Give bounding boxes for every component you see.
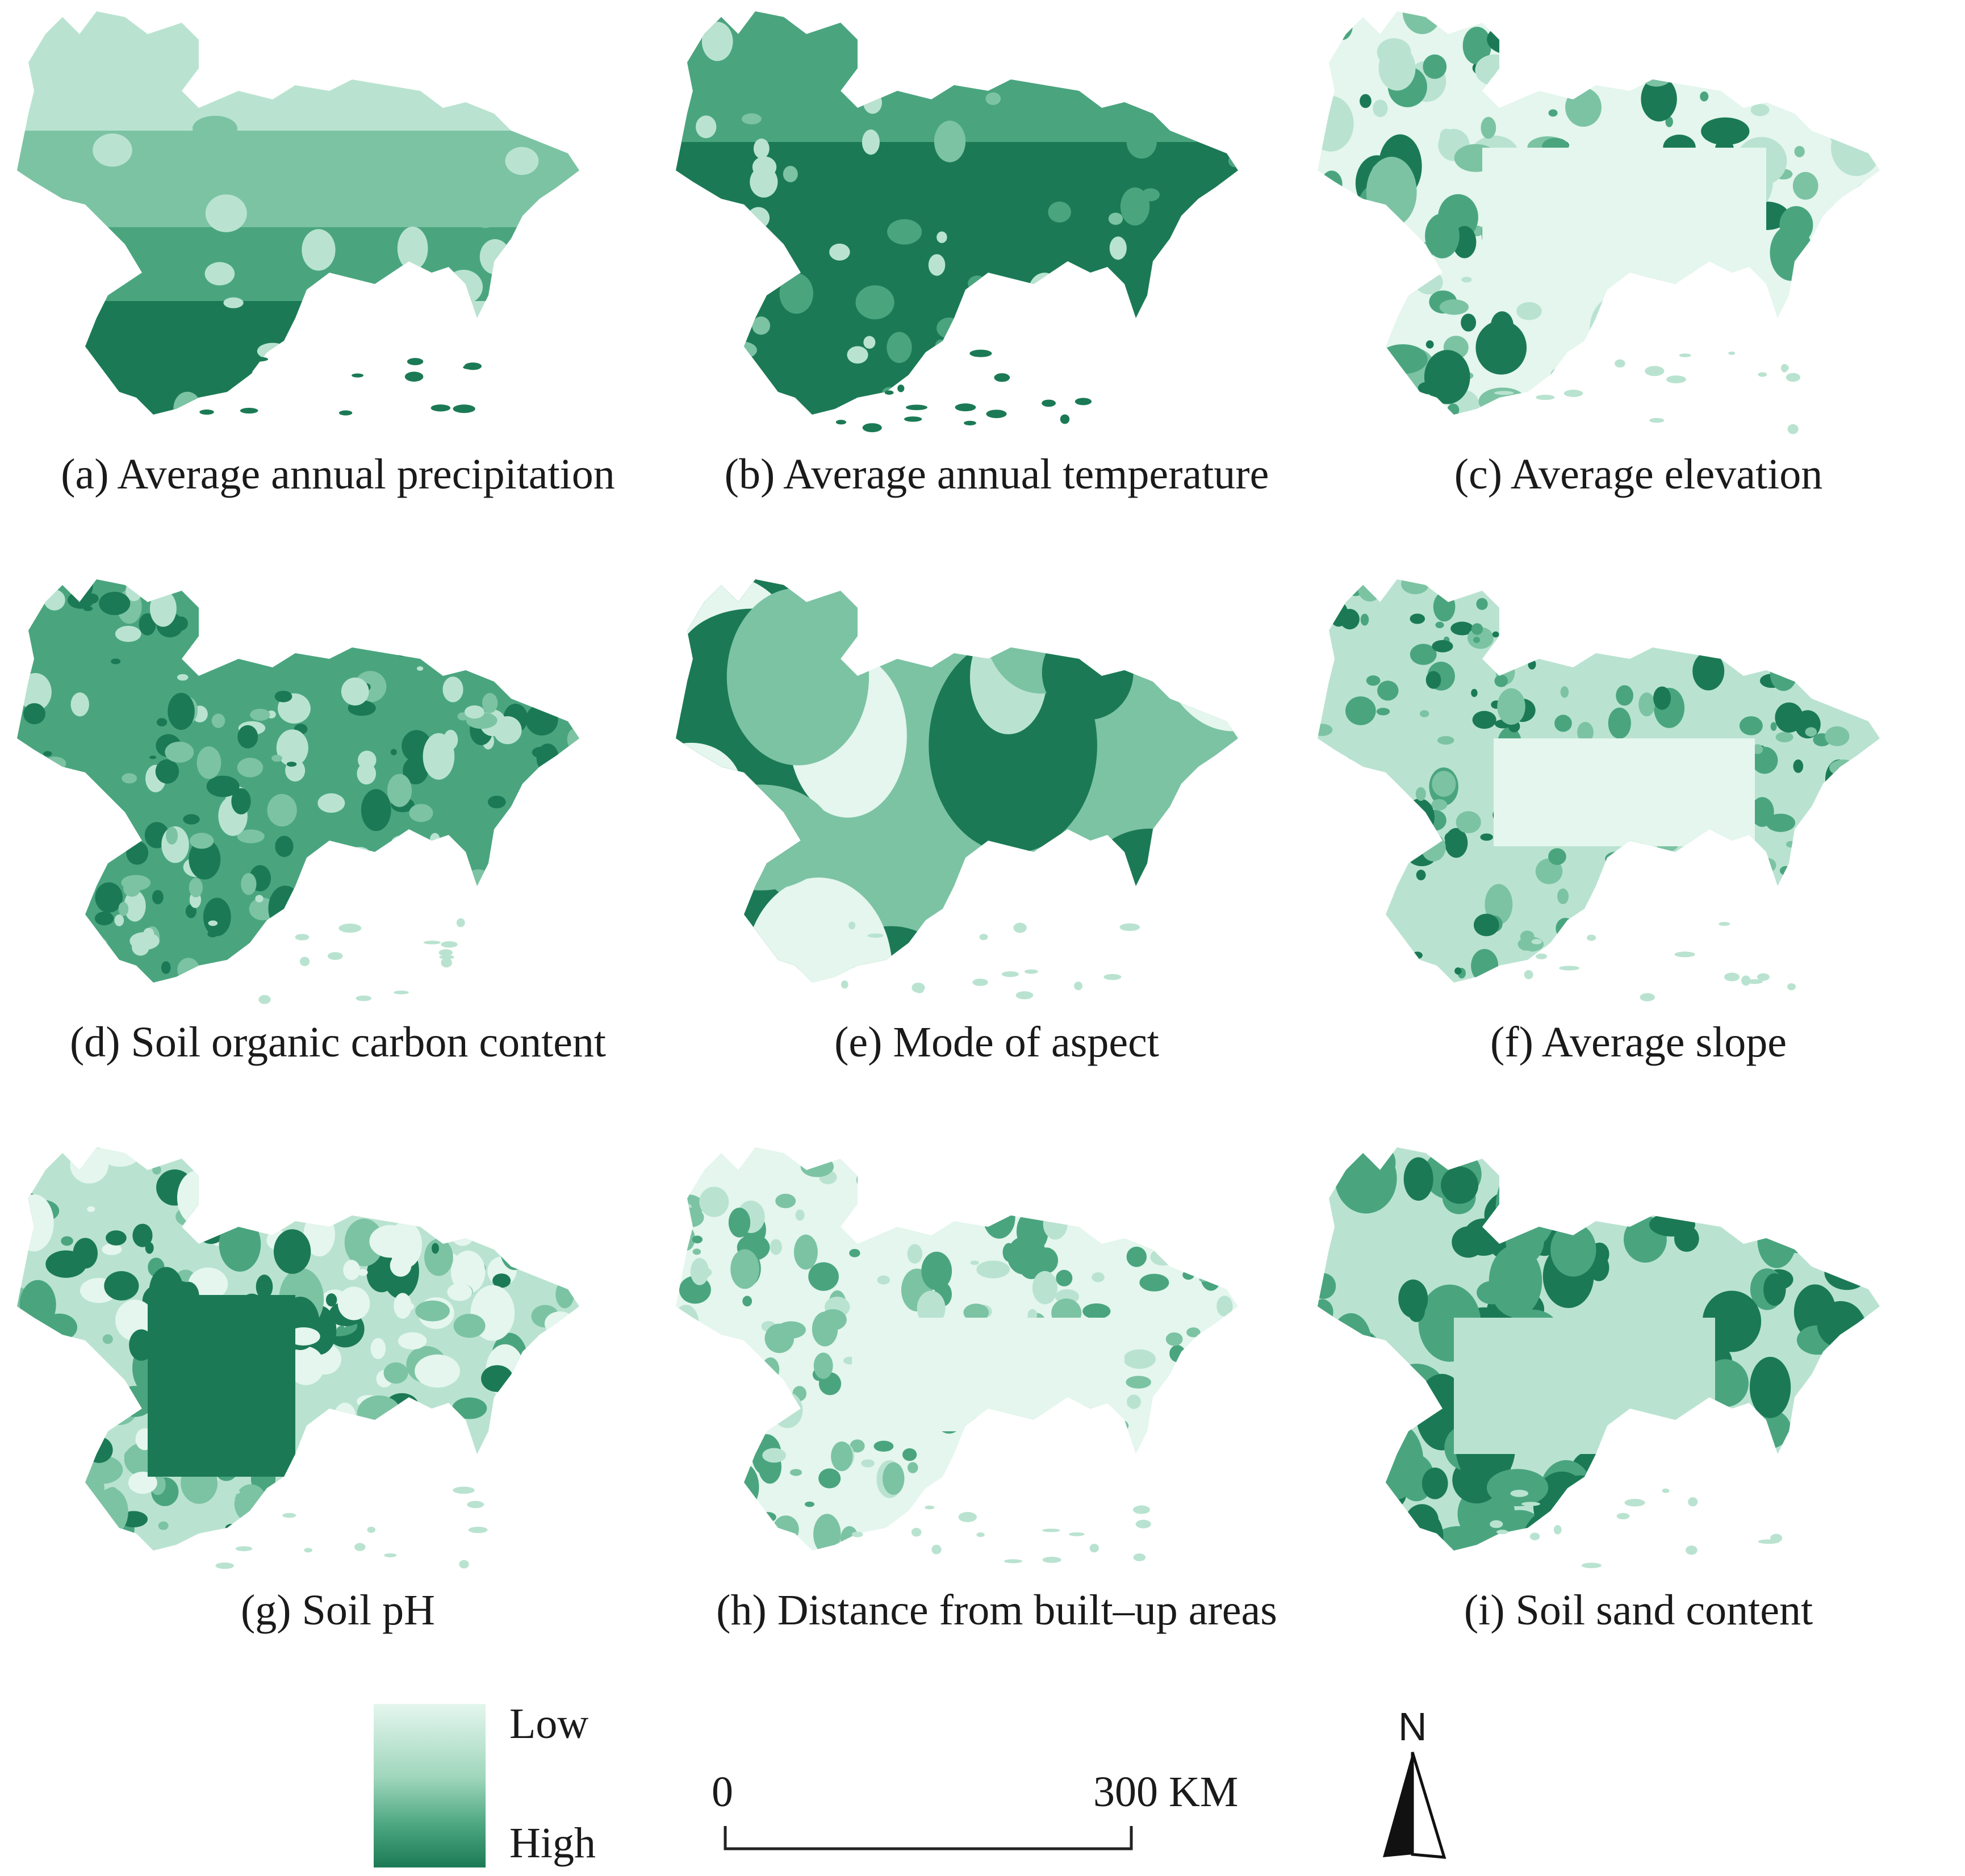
legend-low-label: Low <box>509 1700 589 1748</box>
panel-caption: (g) Soil pH <box>241 1586 435 1634</box>
map-panel-soil-ph: (g) Soil pH <box>11 1136 664 1704</box>
panel-caption: (i) Soil sand content <box>1464 1586 1813 1634</box>
elevation-map <box>1318 11 1880 434</box>
legend-high-label: High <box>509 1819 596 1867</box>
temperature-map <box>676 11 1238 433</box>
scale-bar <box>724 1826 1133 1850</box>
panel-caption: (e) Mode of aspect <box>834 1018 1159 1066</box>
panel-caption: (a) Average annual precipitation <box>61 450 615 498</box>
map-panel-distance-built-up: (h) Distance from built–up areas <box>670 1136 1323 1704</box>
map-panel-soil-organic-carbon: (d) Soil organic carbon content <box>11 568 664 1136</box>
north-arrow-label: N <box>1398 1704 1427 1749</box>
north-arrow-icon <box>1383 1752 1446 1859</box>
panel-caption: (f) Average slope <box>1490 1018 1787 1066</box>
scale-bar-start-label: 0 <box>712 1768 733 1816</box>
panel-caption: (c) Average elevation <box>1454 450 1823 498</box>
legend-color-ramp <box>374 1704 486 1867</box>
precipitation-map <box>17 11 579 416</box>
map-panel-precipitation: (a) Average annual precipitation <box>11 0 664 568</box>
scale-bar-end-label: 300 KM <box>1093 1768 1239 1816</box>
soil-ph-map <box>17 1147 579 1569</box>
panel-caption: (b) Average annual temperature <box>724 450 1269 498</box>
soil-sand-map <box>1318 1147 1880 1569</box>
distance-built-up-map <box>676 1147 1238 1564</box>
map-panel-aspect: (e) Mode of aspect <box>670 568 1323 1136</box>
soil-organic-carbon-map <box>17 579 579 1004</box>
slope-map <box>1318 579 1880 1002</box>
aspect-map <box>676 579 1238 1000</box>
map-panel-soil-sand: (i) Soil sand content <box>1312 1136 1965 1704</box>
panel-caption: (h) Distance from built–up areas <box>716 1586 1277 1634</box>
map-panel-slope: (f) Average slope <box>1312 568 1965 1136</box>
panel-caption: (d) Soil organic carbon content <box>69 1018 607 1066</box>
map-panel-elevation: (c) Average elevation <box>1312 0 1965 568</box>
map-panel-temperature: (b) Average annual temperature <box>670 0 1323 568</box>
